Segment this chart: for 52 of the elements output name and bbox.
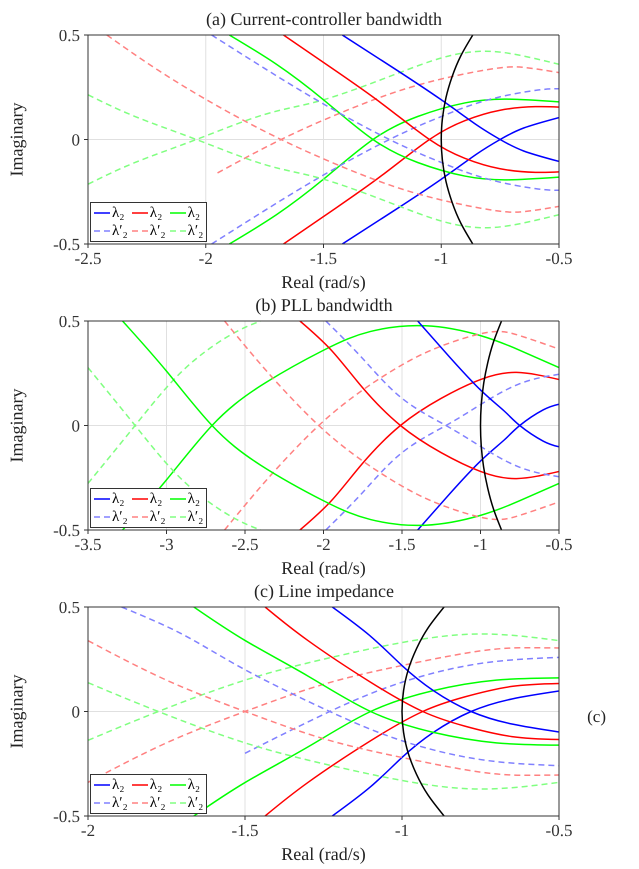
- y-axis-title: Imaginary: [6, 388, 26, 462]
- y-tick-label: 0: [72, 130, 80, 150]
- y-axis-title: Imaginary: [6, 674, 26, 748]
- y-tick-label: 0: [72, 416, 80, 436]
- x-tick-label: -1.5: [310, 249, 337, 268]
- y-tick-label: 0.5: [58, 598, 80, 618]
- y-tick-label: -0.5: [53, 807, 80, 826]
- legend-label: λ₂: [188, 204, 200, 222]
- line-series: [480, 321, 502, 530]
- legend-label: λ′₂: [112, 508, 128, 526]
- legend-label: λ₂: [112, 776, 125, 794]
- legend-label: λ′₂: [150, 508, 166, 526]
- x-tick-label: -2.5: [232, 535, 258, 554]
- legend-label: λ₂: [188, 490, 200, 508]
- legend-label: λ′₂: [112, 222, 128, 240]
- legend-label: λ′₂: [188, 794, 204, 812]
- legend-label: λ₂: [112, 490, 125, 508]
- x-axis-title: Real (rad/s): [281, 844, 366, 864]
- y-tick-label: 0.5: [58, 26, 80, 46]
- chart-title: (c) Line impedance: [254, 581, 394, 601]
- x-tick-label: -1: [394, 821, 410, 840]
- legend-label: λ₂: [188, 776, 200, 794]
- legend-label: λ₂: [150, 204, 162, 222]
- y-tick-label: 0.5: [58, 312, 80, 332]
- legend-label: λ′₂: [112, 794, 128, 812]
- y-axis-title: Imaginary: [6, 102, 26, 176]
- x-tick-label: -1.5: [232, 821, 258, 840]
- legend-label: λ′₂: [188, 222, 204, 240]
- chart-title: (b) PLL bandwidth: [255, 295, 393, 315]
- x-axis-title: Real (rad/s): [281, 272, 366, 292]
- legend-label: λ′₂: [188, 508, 204, 526]
- legend-label: λ₂: [150, 776, 162, 794]
- legend-label: λ′₂: [150, 794, 166, 812]
- x-tick-label: -1.5: [388, 535, 416, 554]
- line-series: [401, 607, 445, 816]
- x-tick-label: -2: [80, 821, 96, 840]
- legend-label: λ₂: [150, 490, 162, 508]
- x-tick-label: -1: [434, 249, 448, 268]
- y-tick-label: 0: [72, 702, 80, 722]
- x-tick-label: -0.5: [546, 535, 572, 554]
- x-tick-label: -3: [159, 535, 174, 554]
- line-series: [440, 35, 474, 244]
- x-tick-label: -0.5: [546, 821, 572, 840]
- x-axis-title: Real (rad/s): [281, 558, 366, 578]
- chart-title: (a) Current-controller bandwidth: [206, 9, 442, 29]
- x-tick-label: -1: [473, 535, 488, 554]
- legend-label: λ₂: [112, 204, 125, 222]
- x-tick-label: -2: [316, 535, 331, 554]
- legend-label: λ′₂: [150, 222, 166, 240]
- text: (c): [587, 707, 606, 727]
- x-tick-label: -2: [198, 249, 213, 268]
- x-tick-label: -0.5: [546, 249, 572, 268]
